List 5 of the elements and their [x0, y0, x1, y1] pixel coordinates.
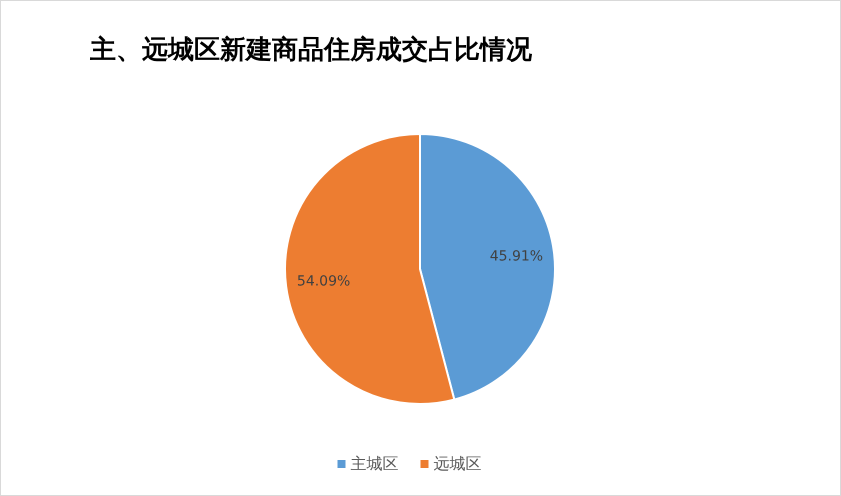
chart-title: 主、远城区新建商品住房成交占比情况: [89, 35, 533, 65]
legend-label: 远城区: [434, 454, 482, 474]
data-label: 54.09%: [296, 273, 350, 290]
data-label: 45.91%: [490, 248, 544, 264]
legend-label: 主城区: [350, 454, 398, 474]
